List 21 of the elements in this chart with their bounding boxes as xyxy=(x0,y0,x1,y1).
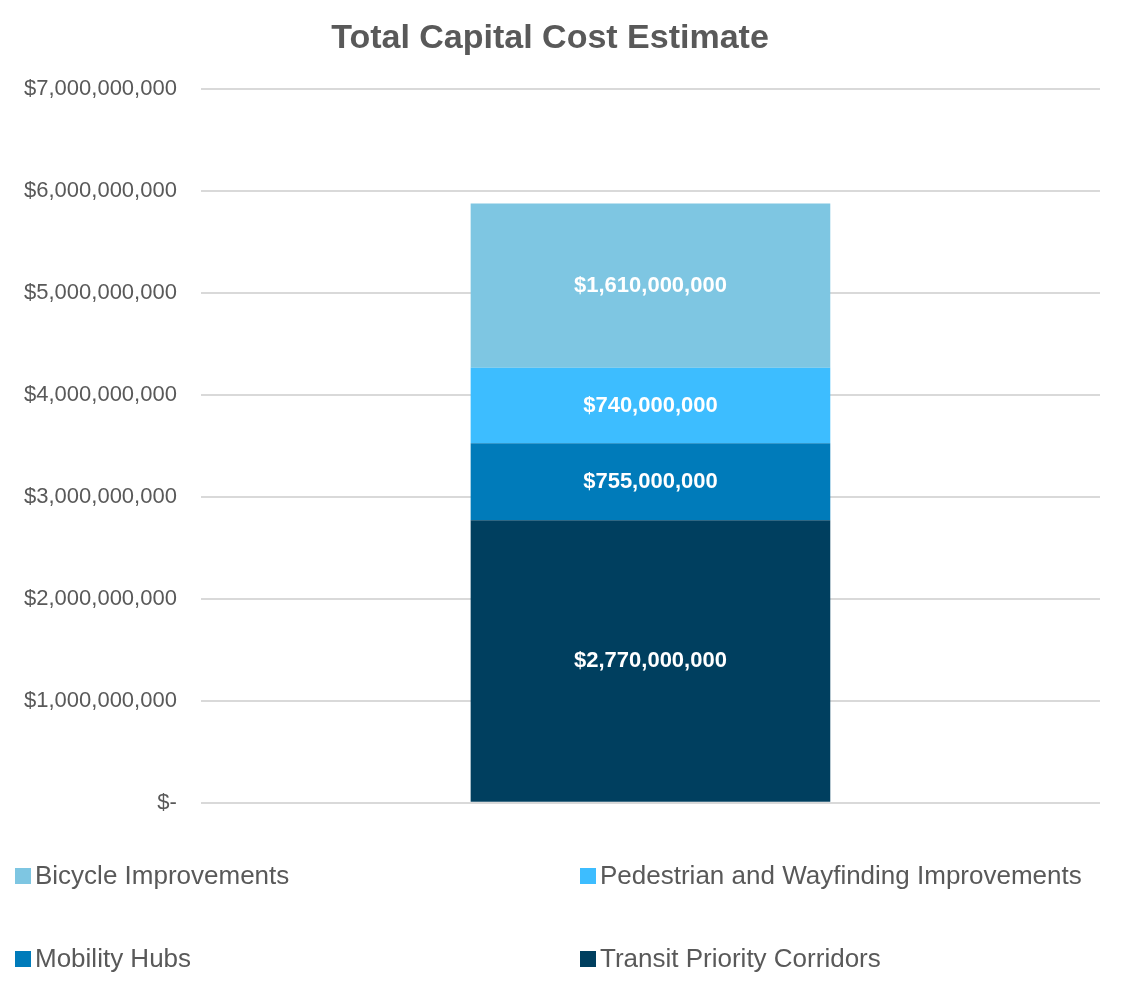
y-tick-label: $4,000,000,000 xyxy=(23,380,177,406)
bar xyxy=(470,367,831,444)
bar xyxy=(470,203,831,368)
legend-label: Transit Priority Corridors xyxy=(600,943,881,974)
chart-title: Total Capital Cost Estimate xyxy=(331,16,769,55)
legend-label: Mobility Hubs xyxy=(35,943,192,974)
y-tick-label: $5,000,000,000 xyxy=(23,278,177,304)
y-tick-label: $6,000,000,000 xyxy=(23,176,177,202)
y-tick-label: $7,000,000,000 xyxy=(23,74,177,100)
y-tick-label: $3,000,000,000 xyxy=(23,482,177,508)
bar xyxy=(470,443,831,521)
data-label: $740,000,000 xyxy=(583,391,718,417)
legend-label: Pedestrian and Wayfinding Improvements xyxy=(600,860,1082,891)
y-tick-label: $- xyxy=(157,788,177,814)
data-label: $2,770,000,000 xyxy=(573,647,727,673)
bar xyxy=(470,520,831,802)
data-label: $1,610,000,000 xyxy=(573,271,727,297)
y-tick-label: $1,000,000,000 xyxy=(23,686,177,712)
data-label: $755,000,000 xyxy=(583,467,718,493)
y-tick-label: $2,000,000,000 xyxy=(23,584,177,610)
legend-label: Bicycle Improvements xyxy=(35,860,290,891)
